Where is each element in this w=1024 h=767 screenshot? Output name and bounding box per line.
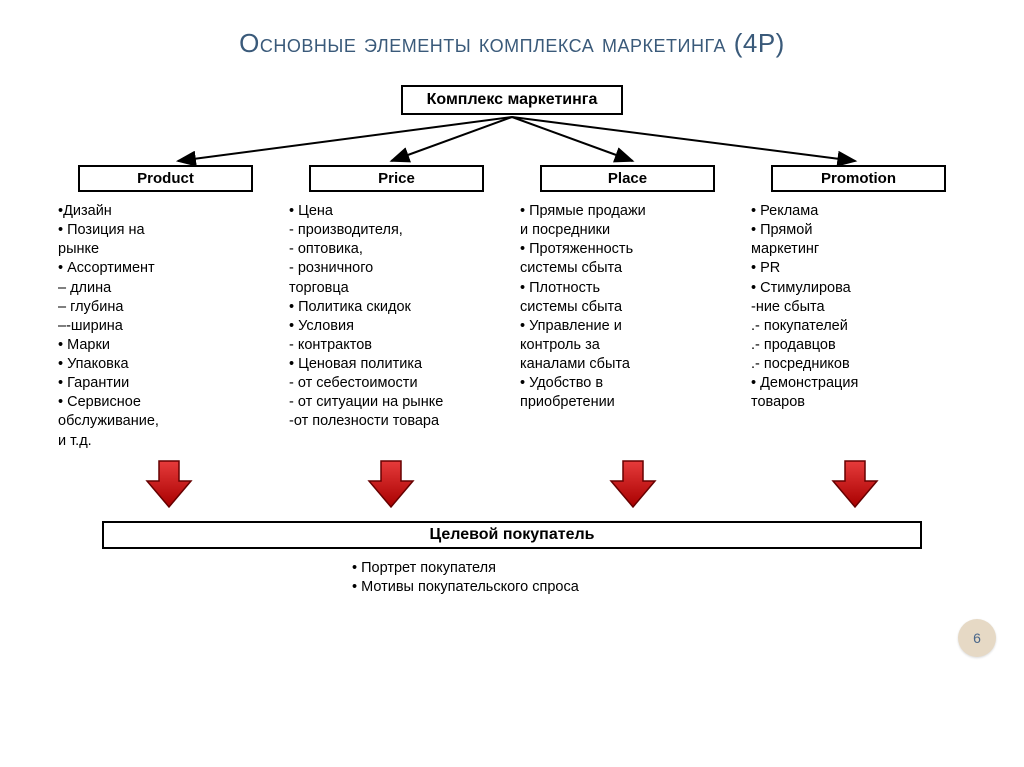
red-arrow-4 [831, 457, 879, 511]
slide-title: Основные элементы комплекса маркетинга (… [48, 28, 976, 59]
column-header-place: Place [540, 165, 715, 192]
columns-row: Product •Дизайн • Позиция на рынке • Ассо… [48, 165, 976, 451]
bottom-box-target-buyer: Целевой покупатель [102, 521, 922, 549]
column-product: Product •Дизайн • Позиция на рынке • Ассо… [56, 165, 275, 451]
bottom-items: • Портрет покупателя • Мотивы покупатель… [352, 559, 672, 598]
bottom-items-text: • Портрет покупателя • Мотивы покупатель… [352, 559, 672, 598]
column-place: Place • Прямые продажи и посредники • Про… [518, 165, 737, 451]
top-arrows-layer [48, 115, 976, 165]
top-arrows-svg [48, 115, 976, 165]
column-header-product: Product [78, 165, 253, 192]
diagram: Комплекс маркетинга Product •Дизайн • Поз… [48, 85, 976, 598]
column-header-price: Price [309, 165, 484, 192]
red-arrow-3 [609, 457, 657, 511]
page-number-badge: 6 [958, 619, 996, 657]
red-arrow-1 [145, 457, 193, 511]
red-arrows-row [48, 457, 976, 521]
top-box-marketing-mix: Комплекс маркетинга [401, 85, 624, 115]
red-arrow-2 [367, 457, 415, 511]
column-items-promotion: • Реклама • Прямой маркетинг • PR • Стим… [749, 202, 968, 412]
column-price: Price • Цена - производителя, - оптовика,… [287, 165, 506, 451]
column-promotion: Promotion • Реклама • Прямой маркетинг • … [749, 165, 968, 451]
column-items-place: • Прямые продажи и посредники • Протяжен… [518, 202, 737, 412]
column-header-promotion: Promotion [771, 165, 946, 192]
column-items-product: •Дизайн • Позиция на рынке • Ассортимент… [56, 202, 275, 451]
column-items-price: • Цена - производителя, - оптовика, - ро… [287, 202, 506, 432]
